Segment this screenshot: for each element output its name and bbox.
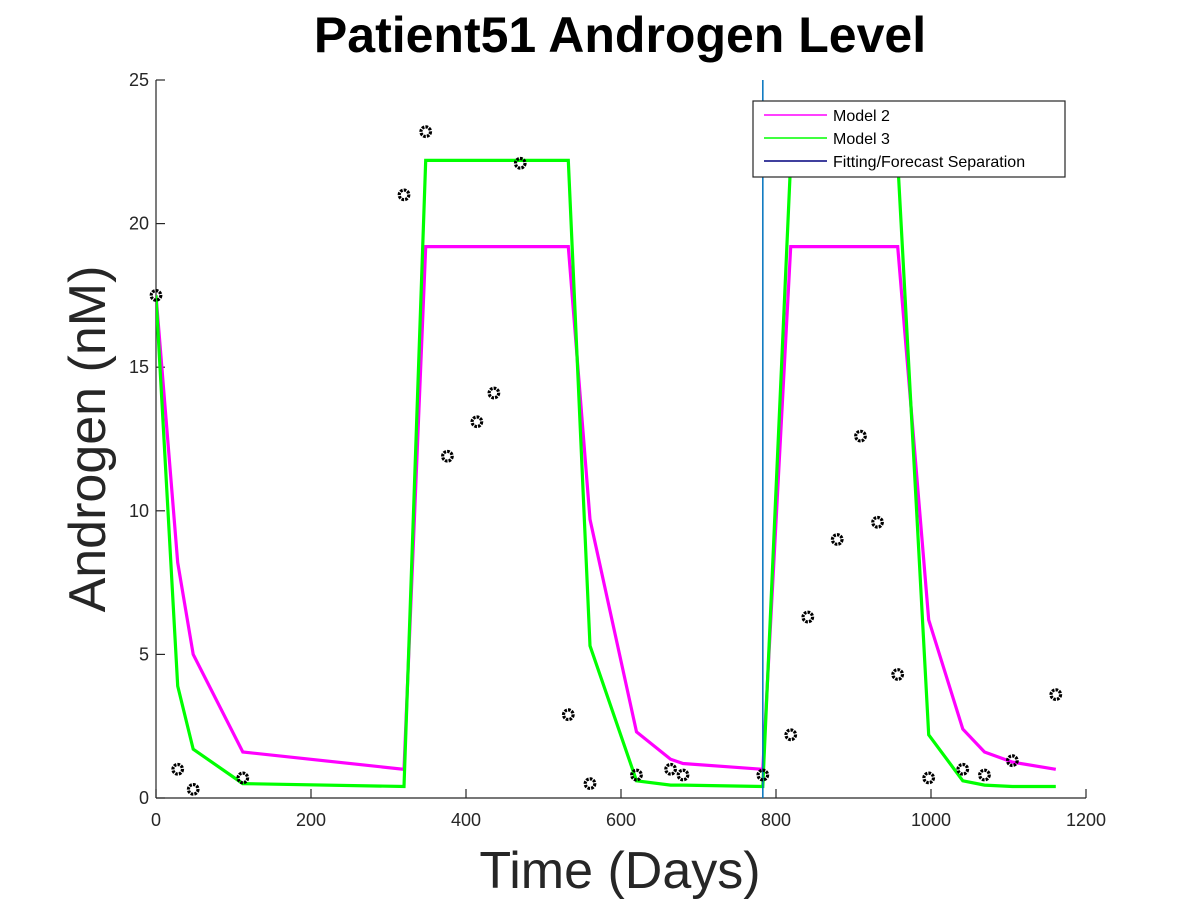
x-tick-label: 1200 — [1066, 810, 1106, 830]
y-tick-label: 10 — [129, 501, 149, 521]
data-point — [1005, 754, 1019, 768]
data-point — [583, 777, 597, 791]
data-point — [513, 156, 527, 170]
data-point — [630, 768, 643, 782]
y-tick-label: 5 — [139, 644, 149, 664]
data-point — [922, 771, 936, 785]
data-point — [756, 768, 770, 782]
y-tick-label: 25 — [129, 70, 149, 90]
x-tick-label: 1000 — [911, 810, 951, 830]
data-point — [236, 771, 250, 785]
data-point — [487, 386, 501, 400]
data-point — [784, 728, 798, 742]
legend-label: Model 3 — [833, 131, 890, 148]
legend-box — [752, 100, 1066, 178]
data-point — [171, 762, 185, 776]
data-point — [956, 762, 970, 776]
y-tick-label: 0 — [139, 788, 149, 808]
x-tick-label: 400 — [451, 810, 481, 830]
data-point — [854, 429, 867, 443]
data-point — [397, 188, 411, 202]
data-point — [676, 768, 690, 782]
data-point — [561, 708, 575, 722]
x-tick-label: 200 — [296, 810, 326, 830]
data-point — [978, 768, 991, 782]
data-point — [830, 533, 844, 546]
series-line-model-3 — [156, 158, 1056, 789]
plot-area: 0 200 400 600 800 1000 1200 0 5 10 15 20 25 — [129, 70, 1106, 830]
data-point — [149, 289, 163, 302]
series-line-model-2 — [156, 245, 1057, 772]
data-point — [186, 782, 200, 796]
y-tick-label: 15 — [129, 357, 149, 377]
data-point — [891, 668, 905, 681]
chart-title: Patient51 Androgen Level — [314, 7, 926, 63]
data-point — [801, 610, 815, 624]
x-tick-label: 0 — [151, 810, 161, 830]
data-point — [470, 415, 484, 429]
x-tick-label: 600 — [606, 810, 636, 830]
data-point — [1049, 688, 1063, 702]
data-point — [419, 125, 433, 139]
y-tick-label: 20 — [129, 214, 149, 234]
y-axis-title: Androgen (nM) — [59, 266, 117, 613]
data-point — [441, 449, 454, 463]
legend-label: Model 2 — [833, 108, 890, 125]
data-point — [664, 762, 677, 776]
legend-label: Fitting/Forecast Separation — [833, 154, 1025, 171]
x-tick-label: 800 — [761, 810, 791, 830]
data-point — [871, 515, 884, 529]
x-axis-title: Time (Days) — [479, 842, 760, 900]
legend: Model 2 Model 3 Fitting/Forecast Separatio… — [752, 100, 1066, 178]
